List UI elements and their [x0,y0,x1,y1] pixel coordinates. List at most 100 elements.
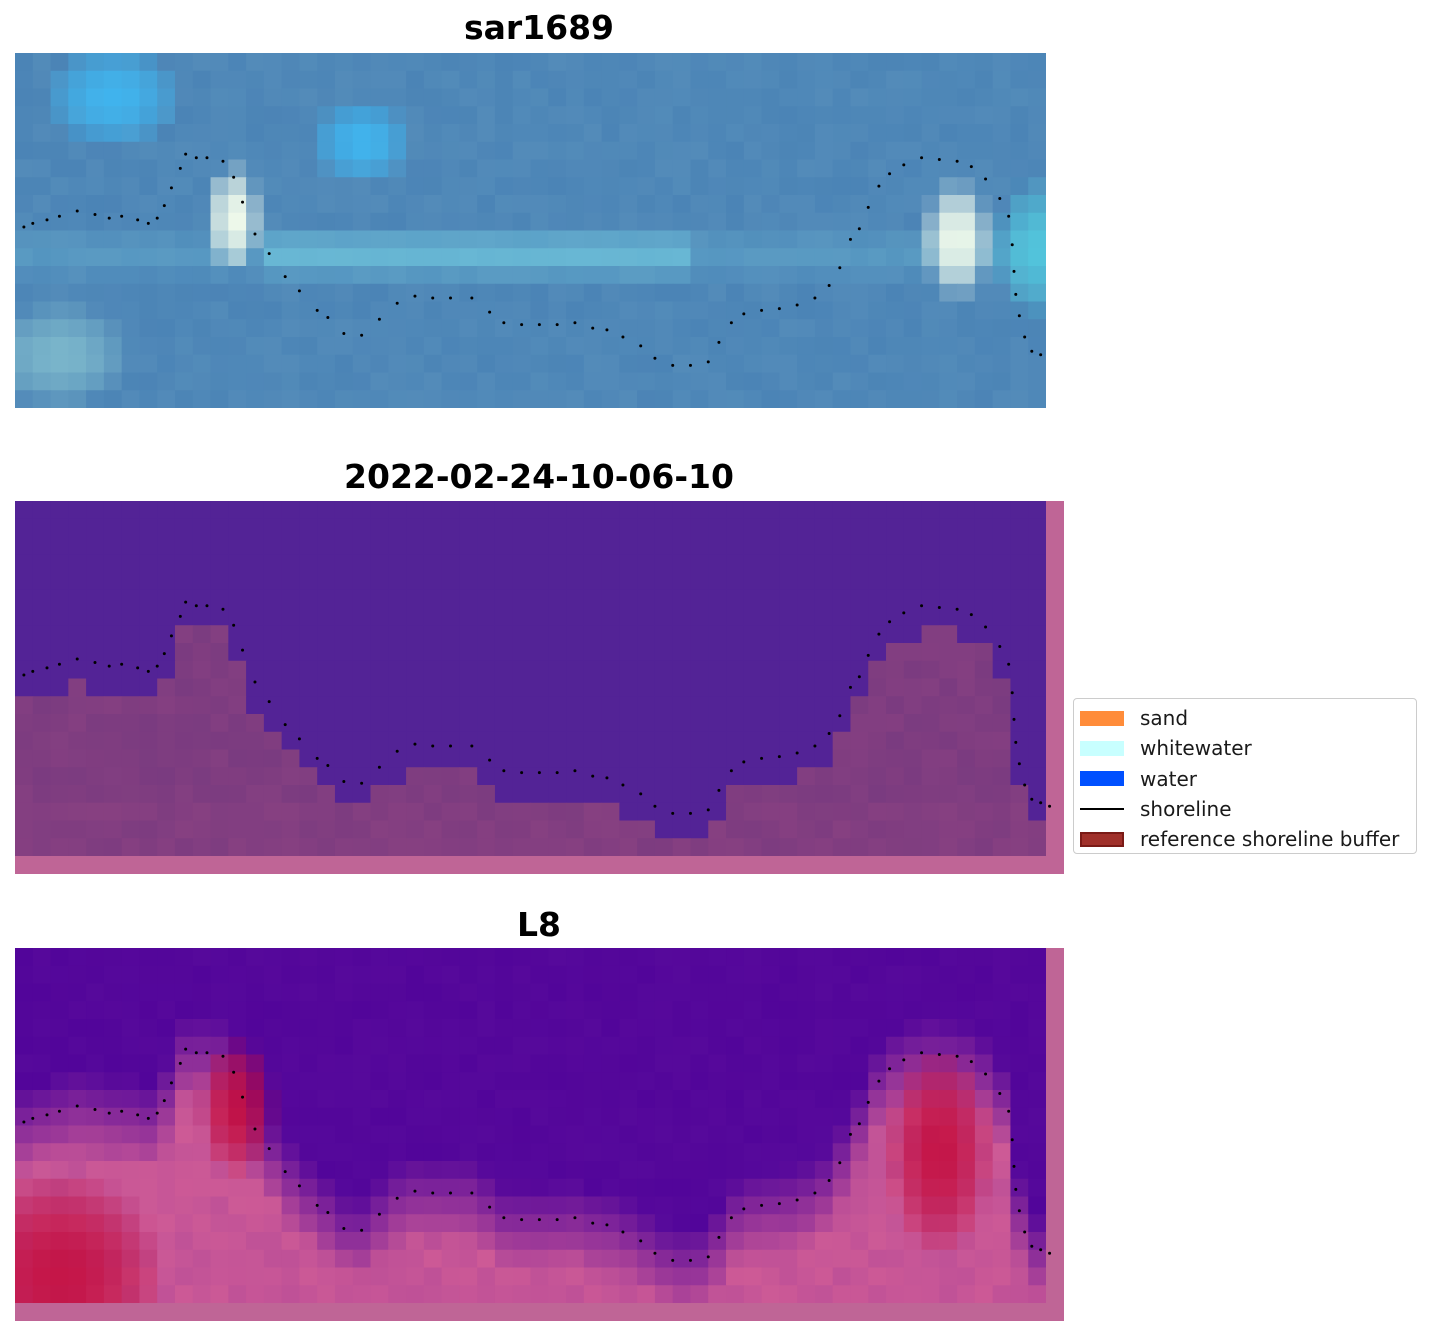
raster-pixel [459,159,478,178]
raster-pixel [352,266,372,285]
raster-pixel [317,518,336,538]
raster-pixel [103,820,123,839]
raster-pixel [32,820,52,839]
raster-pixel [423,678,443,697]
raster-pixel [281,337,301,356]
raster-pixel [743,1107,763,1127]
raster-pixel [281,820,301,839]
raster-pixel [530,1267,549,1286]
raster-pixel [246,1143,265,1162]
raster-pixel [86,607,105,626]
raster-pixel [103,965,123,985]
raster-pixel [317,536,336,555]
raster-pixel [157,589,176,609]
raster-pixel [654,53,674,72]
raster-pixel [406,536,425,555]
raster-pixel [32,1249,52,1269]
raster-pixel [210,785,229,804]
raster-pixel [583,785,603,804]
raster-pixel [50,1232,69,1251]
raster-pixel [512,785,532,804]
raster-pixel [530,767,549,786]
shoreline-point [342,1226,346,1230]
raster-pixel [210,266,229,285]
raster-pixel [672,1072,692,1091]
raster-pixel [32,1143,52,1162]
raster-pixel [743,354,763,374]
raster-pixel [583,337,603,356]
raster-pixel [921,589,940,609]
raster-pixel [210,1090,229,1109]
raster-pixel [299,554,318,573]
raster-pixel [423,1285,443,1304]
raster-pixel [459,696,478,715]
raster-pixel [868,1107,887,1127]
raster-pixel [548,301,567,320]
raster-pixel [974,319,994,338]
raster-pixel [406,731,425,751]
raster-pixel [743,501,763,520]
raster-pixel [139,337,158,356]
raster-pixel [654,1036,674,1056]
raster-pixel [406,589,425,609]
raster-pixel [530,820,549,839]
raster-pixel [15,965,34,985]
shoreline-point [241,1095,245,1099]
raster-pixel [974,1178,994,1198]
raster-pixel [246,1125,265,1144]
raster-pixel [228,1143,247,1162]
raster-pixel [263,1196,283,1215]
raster-pixel [388,1001,407,1020]
raster-pixel [494,88,514,107]
raster-pixel [263,1019,283,1038]
raster-pixel [334,1125,354,1144]
raster-pixel [477,53,496,72]
raster-pixel [654,266,674,285]
raster-pixel [850,1107,869,1127]
raster-pixel [317,714,336,733]
raster-pixel [566,248,585,267]
raster-pixel [779,283,798,303]
raster-pixel [886,643,905,662]
raster-pixel [263,1285,283,1304]
raster-pixel [601,1001,620,1020]
raster-pixel [299,53,318,72]
raster-pixel [637,696,656,715]
raster-pixel [832,319,852,338]
raster-pixel [797,554,816,573]
raster-pixel [192,230,212,249]
raster-pixel [654,301,674,320]
raster-pixel [726,731,745,751]
raster-pixel [797,572,816,591]
raster-pixel [779,714,798,733]
raster-pixel [263,518,283,538]
raster-pixel [246,1036,265,1056]
raster-pixel [441,88,460,107]
raster-pixel [477,660,496,680]
raster-pixel [672,678,692,697]
raster-pixel [370,536,389,555]
raster-pixel [1010,802,1029,822]
raster-pixel [654,1178,674,1198]
raster-pixel [548,1036,567,1056]
shoreline-point [205,156,209,160]
raster-pixel [903,337,923,356]
raster-pixel [672,983,692,1002]
raster-pixel [334,948,354,967]
raster-pixel [690,106,709,125]
raster-pixel [15,501,34,520]
raster-pixel [263,1249,283,1269]
raster-pixel [50,266,69,285]
raster-pixel [548,230,567,249]
raster-pixel [50,696,69,715]
raster-pixel [566,607,585,626]
raster-pixel [423,518,443,538]
raster-pixel [228,159,247,178]
raster-pixel [779,554,798,573]
raster-pixel [121,106,141,125]
raster-pixel [32,301,52,320]
raster-pixel [352,767,372,786]
raster-pixel [15,230,34,249]
raster-pixel [512,1178,532,1198]
raster-pixel [86,248,105,267]
